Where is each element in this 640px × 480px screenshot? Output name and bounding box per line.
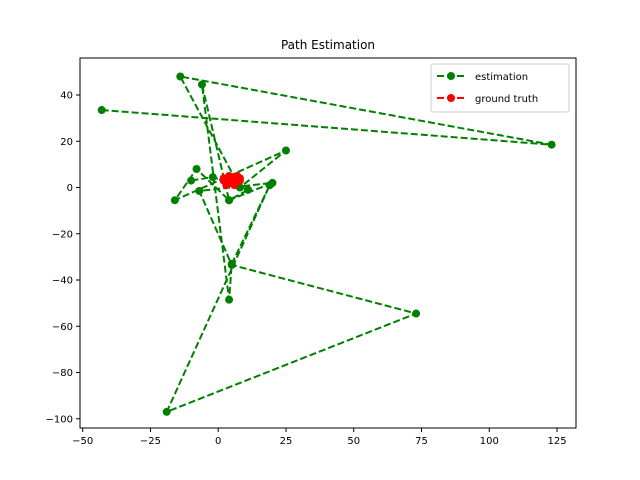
y-axis: −100 −80 −60 −40 −20 0 20 40 [46, 91, 80, 425]
chart-title: Path Estimation [281, 38, 375, 52]
data-point-estimation [227, 260, 236, 269]
legend-estimation-label: estimation [475, 72, 528, 83]
x-tick-label: 50 [347, 436, 360, 447]
legend-estimation-marker [447, 72, 455, 80]
y-tick-label: −40 [52, 276, 73, 287]
data-point-estimation [187, 176, 196, 185]
data-point-estimation [162, 407, 171, 416]
y-tick-label: 40 [60, 91, 73, 102]
data-point-estimation [268, 178, 277, 187]
y-tick-label: −20 [52, 229, 73, 240]
x-tick-label: −50 [72, 436, 93, 447]
data-point-estimation [197, 80, 206, 89]
legend-box [430, 63, 570, 113]
data-point-ground-truth [219, 174, 228, 183]
series-estimation [97, 72, 556, 416]
series-layer [97, 72, 556, 416]
data-point-estimation [195, 186, 204, 195]
data-point-estimation [192, 165, 201, 173]
y-tick-label: −100 [46, 414, 73, 425]
series-ground-truth [219, 171, 244, 190]
x-tick-label: −25 [140, 436, 161, 447]
x-tick-label: 0 [215, 436, 221, 447]
legend-ground-truth-label: ground truth [475, 94, 538, 105]
axes-frame [79, 57, 577, 429]
x-tick-label: 25 [280, 436, 293, 447]
x-axis: −50 −25 0 25 50 75 100 125 [72, 428, 567, 447]
legend-ground-truth-marker [447, 94, 455, 102]
data-point-ground-truth [227, 176, 236, 185]
data-point-estimation [176, 72, 185, 81]
data-point-estimation [412, 309, 421, 318]
y-tick-label: −80 [52, 368, 73, 379]
data-point-estimation [170, 196, 179, 205]
x-tick-label: 100 [480, 436, 499, 447]
x-tick-label: 75 [415, 436, 428, 447]
data-point-estimation [281, 146, 290, 155]
y-tick-label: −60 [52, 322, 73, 333]
data-point-estimation [547, 140, 556, 149]
data-point-estimation [225, 196, 234, 205]
data-point-estimation [244, 185, 253, 194]
y-tick-label: 0 [67, 183, 73, 194]
legend: estimation ground truth [430, 63, 570, 113]
data-point-estimation [208, 173, 217, 182]
data-point-ground-truth [235, 174, 244, 183]
data-point-estimation [97, 106, 106, 115]
x-tick-label: 125 [547, 436, 566, 447]
data-point-estimation [225, 295, 234, 304]
y-tick-label: 20 [60, 137, 73, 148]
